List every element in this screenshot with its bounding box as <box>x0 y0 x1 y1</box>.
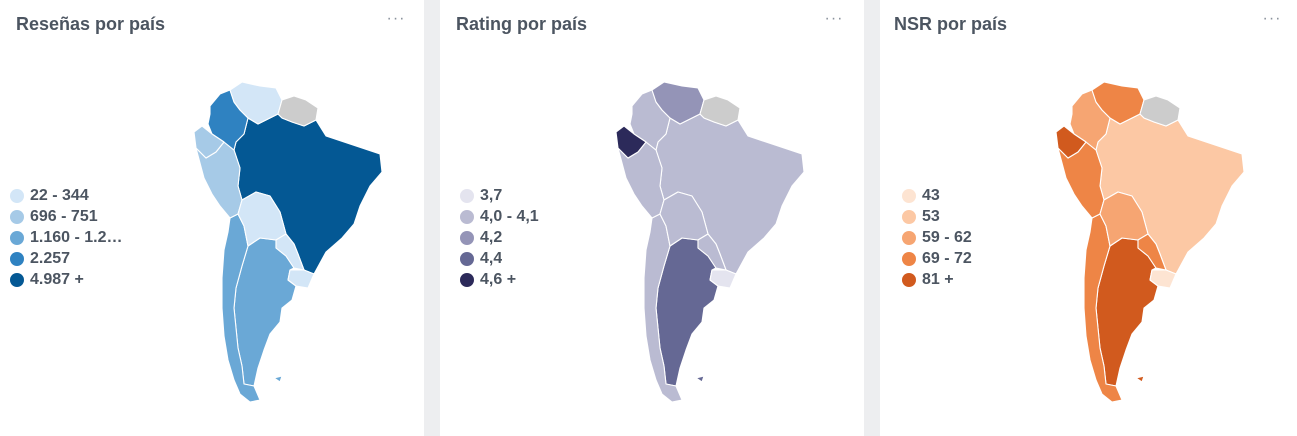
country-islands[interactable] <box>1135 375 1145 383</box>
country-chile[interactable] <box>221 213 261 403</box>
card-menu-icon[interactable]: ··· <box>386 10 406 27</box>
card-resenas: Reseñas por país ··· 22 - 344 696 - 751 … <box>0 0 424 436</box>
legend-label: 69 - 72 <box>922 249 972 267</box>
legend-item: 4.987 + <box>10 269 123 290</box>
map-legend: 3,7 4,0 - 4,1 4,2 4,4 4,6 + <box>460 185 539 290</box>
country-guianas[interactable] <box>699 95 741 127</box>
legend-label: 2.257 <box>30 249 71 267</box>
card-menu-icon[interactable]: ··· <box>1262 10 1282 27</box>
legend-label: 4,2 <box>480 228 503 246</box>
legend-swatch <box>902 209 916 224</box>
country-venezuela[interactable] <box>229 81 283 125</box>
legend-swatch <box>460 251 474 266</box>
card-nsr: NSR por país ··· 43 53 59 - 62 69 - 72 8… <box>880 0 1297 436</box>
map-legend: 43 53 59 - 62 69 - 72 81 + <box>902 185 972 290</box>
legend-item: 4,0 - 4,1 <box>460 206 539 227</box>
legend-item: 4,4 <box>460 248 539 269</box>
country-uruguay[interactable] <box>1149 269 1177 289</box>
legend-label: 81 + <box>922 270 954 288</box>
legend-label: 3,7 <box>480 186 503 204</box>
legend-item: 2.257 <box>10 248 123 269</box>
legend-item: 59 - 62 <box>902 227 972 248</box>
legend-label: 4,0 - 4,1 <box>480 207 539 225</box>
card-title: Reseñas por país <box>16 14 166 34</box>
country-islands[interactable] <box>695 375 705 383</box>
card-title: Rating por país <box>456 14 588 34</box>
south-america-map <box>1055 81 1245 403</box>
legend-swatch <box>902 188 916 203</box>
legend-label: 53 <box>922 207 940 225</box>
legend-label: 4,4 <box>480 249 503 267</box>
country-guianas[interactable] <box>1139 95 1181 127</box>
country-uruguay[interactable] <box>709 269 737 289</box>
card-title: NSR por país <box>894 14 1008 34</box>
country-venezuela[interactable] <box>1091 81 1145 125</box>
legend-item: 1.160 - 1.2… <box>10 227 123 248</box>
country-ecuador[interactable] <box>1055 125 1087 159</box>
legend-label: 22 - 344 <box>30 186 89 204</box>
country-islands[interactable] <box>273 375 283 383</box>
legend-swatch <box>902 272 916 287</box>
south-america-map <box>615 81 805 403</box>
legend-label: 4,6 + <box>480 270 517 288</box>
country-ecuador[interactable] <box>615 125 647 159</box>
card-menu-icon[interactable]: ··· <box>824 10 844 27</box>
legend-label: 43 <box>922 186 940 204</box>
legend-label: 696 - 751 <box>30 207 98 225</box>
legend-swatch <box>460 230 474 245</box>
legend-swatch <box>902 251 916 266</box>
legend-swatch <box>10 209 24 224</box>
legend-swatch <box>460 188 474 203</box>
legend-label: 59 - 62 <box>922 228 972 246</box>
legend-label: 1.160 - 1.2… <box>30 228 123 246</box>
legend-item: 4,2 <box>460 227 539 248</box>
legend-swatch <box>460 209 474 224</box>
legend-item: 696 - 751 <box>10 206 123 227</box>
south-america-map <box>193 81 383 403</box>
legend-swatch <box>10 272 24 287</box>
legend-item: 69 - 72 <box>902 248 972 269</box>
legend-swatch <box>460 272 474 287</box>
country-ecuador[interactable] <box>193 125 225 159</box>
country-chile[interactable] <box>1083 213 1123 403</box>
country-uruguay[interactable] <box>287 269 315 289</box>
legend-label: 4.987 + <box>30 270 84 288</box>
country-guianas[interactable] <box>277 95 319 127</box>
country-chile[interactable] <box>643 213 683 403</box>
legend-swatch <box>10 188 24 203</box>
legend-item: 53 <box>902 206 972 227</box>
map-legend: 22 - 344 696 - 751 1.160 - 1.2… 2.257 4.… <box>10 185 123 290</box>
legend-swatch <box>902 230 916 245</box>
legend-item: 3,7 <box>460 185 539 206</box>
legend-item: 4,6 + <box>460 269 539 290</box>
legend-item: 22 - 344 <box>10 185 123 206</box>
card-rating: Rating por país ··· 3,7 4,0 - 4,1 4,2 4,… <box>440 0 864 436</box>
legend-item: 43 <box>902 185 972 206</box>
country-venezuela[interactable] <box>651 81 705 125</box>
legend-swatch <box>10 251 24 266</box>
legend-item: 81 + <box>902 269 972 290</box>
legend-swatch <box>10 230 24 245</box>
